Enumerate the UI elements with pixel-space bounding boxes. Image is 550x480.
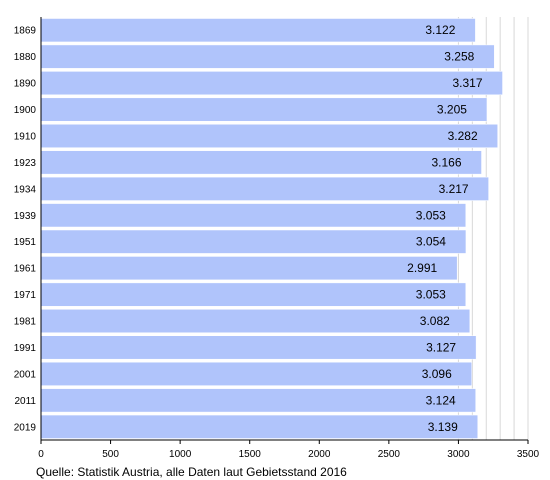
- category-label-1991: 1991: [14, 343, 37, 354]
- x-tick-label-500: 500: [102, 449, 119, 460]
- bar-1890: [40, 71, 503, 96]
- category-label-1869: 1869: [14, 26, 37, 37]
- bar-1981: [40, 309, 471, 333]
- value-label-1869: 3.122: [425, 23, 455, 37]
- x-tick-label-2000: 2000: [308, 449, 331, 460]
- category-label-1951: 1951: [14, 237, 37, 248]
- value-label-1971: 3.053: [416, 288, 446, 302]
- bar-1939: [40, 203, 467, 228]
- value-label-1961: 2.991: [407, 261, 437, 275]
- bar-1869: [40, 18, 476, 43]
- value-label-1951: 3.054: [416, 235, 446, 249]
- value-label-1890: 3.317: [453, 76, 483, 90]
- category-label-2011: 2011: [14, 396, 36, 407]
- value-label-1981: 3.082: [420, 314, 450, 328]
- x-tick-label-1000: 1000: [169, 449, 192, 460]
- bar-1934: [40, 176, 489, 201]
- value-label-1939: 3.053: [416, 208, 446, 222]
- category-label-1934: 1934: [14, 184, 37, 195]
- category-label-1981: 1981: [14, 317, 37, 328]
- bar-1910: [40, 124, 498, 148]
- category-label-1939: 1939: [14, 211, 37, 222]
- bar-2001: [40, 361, 473, 386]
- value-label-2011: 3.124: [426, 393, 456, 407]
- category-label-1900: 1900: [14, 105, 37, 116]
- source-note: Quelle: Statistik Austria, alle Daten la…: [36, 465, 347, 479]
- value-label-2001: 3.096: [422, 367, 452, 381]
- bar-1951: [40, 229, 467, 254]
- bar-2011: [40, 388, 476, 413]
- bar-1900: [40, 97, 488, 122]
- bar-1880: [40, 44, 495, 69]
- x-tick-label-2500: 2500: [378, 449, 401, 460]
- category-label-2001: 2001: [14, 369, 37, 380]
- category-label-1890: 1890: [14, 79, 37, 90]
- x-tick-label-0: 0: [38, 449, 44, 460]
- value-label-1923: 3.166: [431, 155, 461, 169]
- category-label-1923: 1923: [14, 158, 37, 169]
- bar-2019: [40, 414, 479, 439]
- labels: 3.122 1869 3.258 1880 3.317 1890 3.205 1900 3.28…: [14, 23, 483, 434]
- bar-1961: [40, 256, 458, 281]
- category-label-1880: 1880: [14, 52, 37, 63]
- value-label-1900: 3.205: [437, 103, 467, 117]
- value-label-1934: 3.217: [439, 182, 469, 196]
- category-label-1910: 1910: [14, 131, 37, 142]
- value-label-2019: 3.139: [428, 420, 458, 434]
- x-axis-ticks: 0 500 1000 1500 2000 2500 3000 3500: [38, 440, 540, 460]
- x-tick-label-3500: 3500: [517, 449, 540, 460]
- value-label-1910: 3.282: [448, 129, 478, 143]
- x-tick-label-1500: 1500: [239, 449, 262, 460]
- value-label-1991: 3.127: [426, 340, 456, 354]
- bar-1971: [40, 282, 467, 307]
- category-label-1961: 1961: [14, 264, 37, 275]
- bar-1923: [40, 150, 482, 175]
- bar-1991: [40, 335, 477, 360]
- x-tick-label-3000: 3000: [447, 449, 470, 460]
- category-label-1971: 1971: [14, 290, 37, 301]
- category-label-2019: 2019: [14, 422, 37, 433]
- value-label-1880: 3.258: [444, 50, 474, 64]
